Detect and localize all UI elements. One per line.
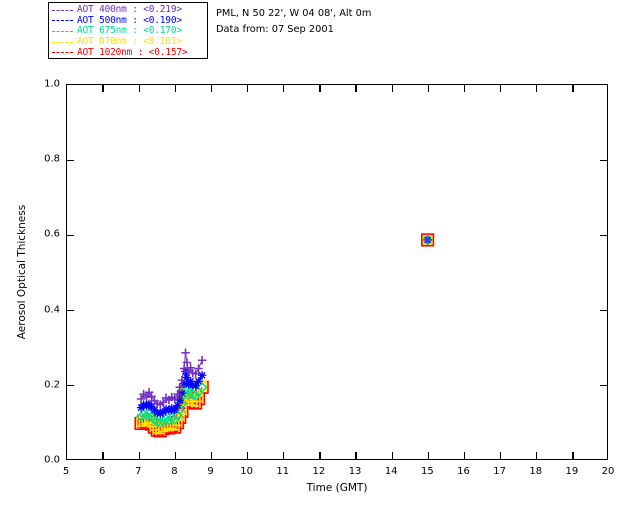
legend-item-400nm: AOT 400nm : <0.219> xyxy=(52,5,207,16)
x-tick-bottom xyxy=(319,452,321,459)
series-markers-aot-400nm xyxy=(136,235,432,409)
series-markers-aot-500nm xyxy=(136,235,432,418)
x-tick-bottom xyxy=(427,452,429,459)
y-tick-right xyxy=(600,385,607,387)
x-tick-bottom xyxy=(138,452,140,459)
x-tick-bottom xyxy=(102,452,104,459)
x-tick-top xyxy=(174,85,177,92)
y-tick-label: 0.0 xyxy=(44,454,60,466)
x-tick-bottom xyxy=(174,452,177,459)
legend-line-swatch-icon xyxy=(52,9,73,11)
station-location: PML, N 50 22', W 04 08', Alt 0m xyxy=(216,8,372,19)
x-tick-label: 19 xyxy=(565,466,579,477)
legend-line-swatch-icon xyxy=(52,52,73,54)
x-tick-label: 10 xyxy=(240,466,254,477)
x-tick-top xyxy=(536,85,538,92)
x-tick-top xyxy=(391,85,393,92)
legend-item-label: AOT 400nm : <0.219> xyxy=(77,4,182,16)
data-layer xyxy=(134,233,435,438)
legend-line-swatch-icon xyxy=(52,30,73,32)
x-tick-top xyxy=(427,85,429,92)
x-tick-bottom xyxy=(283,452,285,459)
y-tick-right xyxy=(600,234,607,237)
plot-frame xyxy=(66,84,608,460)
data-date: Data from: 07 Sep 2001 xyxy=(216,24,334,35)
y-tick-label: 0.2 xyxy=(44,379,60,391)
legend-line-swatch-icon xyxy=(52,20,73,22)
x-tick-label: 9 xyxy=(207,466,214,477)
x-axis-title: Time (GMT) xyxy=(306,482,368,494)
x-tick-top xyxy=(319,85,321,92)
x-tick-bottom xyxy=(463,452,466,459)
x-tick-label: 16 xyxy=(457,466,470,477)
y-tick-right xyxy=(600,309,607,312)
station-info: PML, N 50 22', W 04 08', Alt 0m Data fro… xyxy=(216,6,371,38)
x-tick-label: 7 xyxy=(135,466,142,477)
legend: AOT 400nm : <0.219> AOT 500nm : <0.190> AO… xyxy=(48,2,208,59)
x-tick-bottom xyxy=(499,452,502,459)
x-tick-bottom xyxy=(210,452,213,459)
y-tick-label: 1.0 xyxy=(44,78,60,90)
series-markers-aot-870nm xyxy=(136,234,433,435)
x-tick-label: 15 xyxy=(420,466,434,477)
x-tick-top xyxy=(355,85,357,92)
x-tick-top xyxy=(463,85,466,92)
x-tick-bottom xyxy=(572,452,574,459)
x-tick-top xyxy=(572,85,574,92)
legend-item-1020nm: AOT 1020nm : <0.157> xyxy=(52,47,207,58)
x-tick-top xyxy=(499,85,502,92)
legend-item-label: AOT 1020nm : <0.157> xyxy=(77,46,188,58)
x-tick-bottom xyxy=(391,452,393,459)
plot-area xyxy=(67,85,607,459)
x-tick-top xyxy=(102,85,104,92)
x-tick-top xyxy=(247,85,249,92)
legend-item-675nm: AOT 675nm : <0.170> xyxy=(52,26,207,37)
x-tick-label: 12 xyxy=(312,466,326,477)
x-tick-bottom xyxy=(355,452,357,459)
x-tick-bottom xyxy=(536,452,538,459)
y-tick-left xyxy=(67,159,74,161)
y-tick-left xyxy=(67,309,74,312)
x-tick-label: 11 xyxy=(276,466,290,477)
y-tick-left xyxy=(67,385,74,387)
x-tick-label: 13 xyxy=(348,466,362,477)
x-tick-label: 5 xyxy=(62,466,70,477)
y-tick-left xyxy=(67,234,74,237)
x-tick-label: 14 xyxy=(384,466,398,477)
legend-item-500nm: AOT 500nm : <0.190> xyxy=(52,14,207,27)
x-tick-top xyxy=(138,85,140,92)
x-tick-label: 18 xyxy=(529,466,543,477)
x-tick-label: 20 xyxy=(601,466,615,477)
legend-line-swatch-icon xyxy=(52,41,73,43)
y-tick-label: 0.6 xyxy=(44,228,60,240)
legend-item-label: AOT 870nm : <0.161> xyxy=(77,36,182,48)
x-tick-label: 6 xyxy=(98,466,106,477)
y-axis-title: Aerosol Optical Thickness xyxy=(16,204,28,340)
x-tick-label: 8 xyxy=(171,466,178,477)
y-tick-right xyxy=(600,159,607,161)
legend-item-label: AOT 675nm : <0.170> xyxy=(77,25,182,37)
x-tick-top xyxy=(210,85,213,92)
legend-item-870nm: AOT 870nm : <0.161> xyxy=(52,37,207,48)
x-tick-bottom xyxy=(247,452,249,459)
y-tick-label: 0.4 xyxy=(44,304,60,316)
x-tick-top xyxy=(283,85,285,92)
y-tick-label: 0.8 xyxy=(44,153,60,165)
x-tick-label: 17 xyxy=(493,466,506,477)
legend-item-label: AOT 500nm : <0.190> xyxy=(77,14,182,26)
